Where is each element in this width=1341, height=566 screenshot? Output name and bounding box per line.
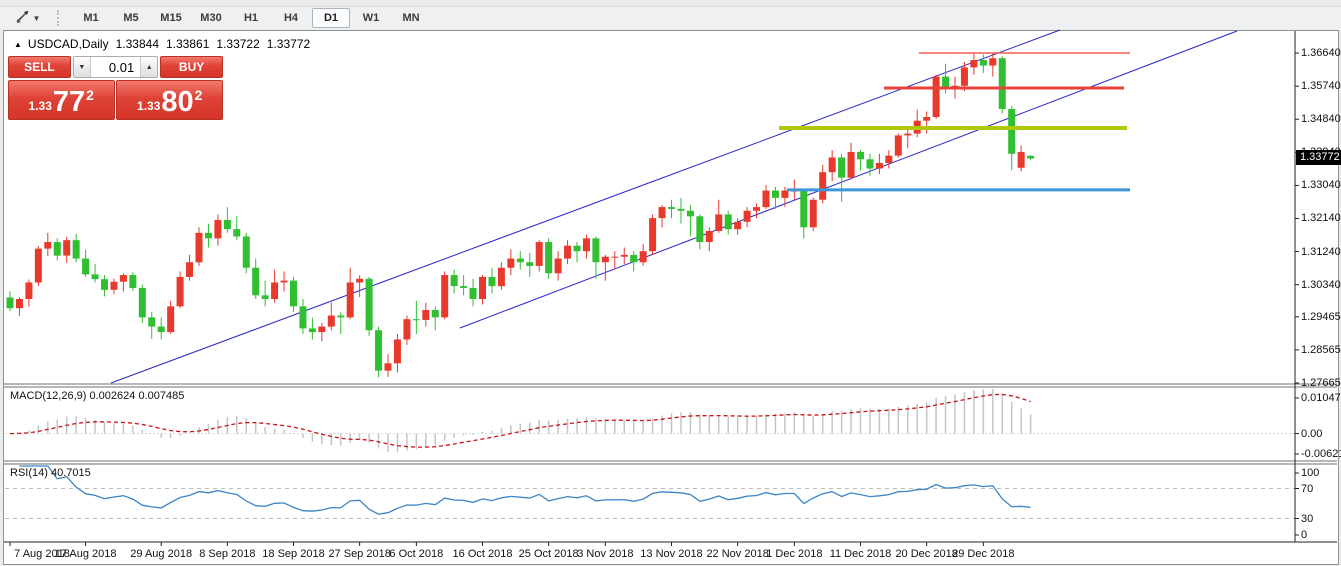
macd-axis-label: -0.006218	[1301, 448, 1341, 460]
macd-signal-value: 0.007485	[138, 390, 185, 402]
buy-button[interactable]: BUY	[160, 56, 223, 78]
macd-main-value: 0.002624	[89, 390, 136, 402]
rsi-indicator-label: RSI(14) 40.7015	[10, 467, 91, 479]
ohlc-close: 1.33772	[266, 37, 311, 51]
rsi-axis-label: 70	[1301, 482, 1314, 495]
date-axis-label: 18 Sep 2018	[262, 548, 325, 560]
date-axis-label: 20 Dec 2018	[895, 548, 958, 560]
macd-axis-label: 0.010474	[1301, 392, 1341, 404]
timeframe-button-m30[interactable]: M30	[200, 12, 222, 24]
timeframe-button-d1[interactable]: D1	[312, 8, 350, 28]
price-axis-label: 1.29465	[1301, 310, 1341, 323]
date-axis-label: 29 Aug 2018	[130, 548, 193, 560]
chart-tools-button[interactable]: ▼	[10, 7, 46, 29]
ohlc-high: 1.33861	[166, 37, 210, 51]
date-axis-label: 22 Nov 2018	[706, 548, 769, 560]
price-axis-label: 1.35740	[1301, 80, 1341, 93]
timeframe-button-m1[interactable]: M1	[83, 12, 99, 24]
top-toolbar-edge	[0, 0, 1341, 7]
date-axis-label: 13 Nov 2018	[640, 548, 703, 560]
price-axis-label: 1.34840	[1301, 113, 1341, 126]
date-axis-label: 16 Oct 2018	[452, 548, 513, 560]
sell-price-sup: 2	[86, 87, 94, 103]
symbol-period: USDCAD,Daily	[27, 37, 109, 51]
timeframe-button-w1[interactable]: W1	[362, 12, 380, 24]
volume-increase-button[interactable]: ▲	[140, 57, 158, 77]
macd-axis-label: 0.00	[1301, 427, 1323, 440]
date-axis-label: 8 Sep 2018	[199, 548, 256, 560]
chevron-down-icon: ▼	[32, 13, 41, 23]
price-axis-label: 1.33040	[1301, 179, 1341, 192]
price-axis-label: 1.31240	[1301, 245, 1341, 258]
current-price-tag: 1.33772	[1296, 150, 1341, 166]
price-axis-label: 1.28565	[1301, 343, 1341, 356]
sell-button[interactable]: SELL	[8, 56, 71, 78]
timeframe-button-mn[interactable]: MN	[402, 12, 420, 24]
timeframe-button-m5[interactable]: M5	[123, 12, 139, 24]
volume-decrease-button[interactable]: ▼	[73, 57, 91, 77]
buy-price-prefix: 1.33	[137, 99, 161, 113]
timeframe-button-h4[interactable]: H4	[283, 12, 299, 24]
rsi-axis-label: 30	[1301, 512, 1314, 525]
volume-stepper: ▼ 0.01 ▲	[72, 56, 159, 78]
timeframes-toolbar: ▼ M1 M5 M15 M30 H1 H4 D1 W1 MN	[0, 7, 1341, 29]
date-axis-label: 7 Aug 2018	[14, 548, 70, 560]
rsi-value: 40.7015	[50, 467, 91, 479]
date-axis-label: 17 Aug 2018	[54, 548, 117, 560]
date-axis-label: 29 Dec 2018	[952, 548, 1015, 560]
ohlc-low: 1.33722	[216, 37, 260, 51]
buy-price-sup: 2	[194, 87, 203, 103]
window-collapse-icon: ▲	[14, 40, 22, 49]
timeframe-button-h1[interactable]: H1	[243, 12, 259, 24]
toolbar-drag-handle[interactable]	[57, 10, 63, 26]
rsi-axis-label: 0	[1301, 529, 1308, 541]
price-axis-label: 1.32140	[1301, 212, 1341, 225]
date-axis-label: 11 Dec 2018	[829, 548, 892, 560]
date-axis-label: 27 Sep 2018	[328, 548, 391, 560]
ohlc-open: 1.33844	[115, 37, 159, 51]
rsi-axis-label: 100	[1301, 467, 1320, 479]
sell-price-big: 77	[52, 86, 86, 118]
chart-tools-icon	[16, 10, 29, 26]
price-axis-label: 1.30340	[1301, 278, 1341, 291]
macd-indicator-label: MACD(12,26,9) 0.002624 0.007485	[10, 390, 185, 402]
date-axis-label: 25 Oct 2018	[518, 548, 579, 560]
sell-price-button[interactable]: 1.33 77 2	[8, 80, 115, 120]
timeframe-button-m15[interactable]: M15	[160, 12, 182, 24]
date-axis-label: 6 Oct 2018	[389, 548, 444, 560]
chart-title: ▲ USDCAD,Daily 1.33844 1.33861 1.33722 1.3377…	[14, 37, 310, 51]
price-axis-label: 1.36640	[1301, 47, 1341, 60]
price-axis-label: 1.27665	[1301, 377, 1341, 389]
one-click-trading-panel: SELL ▼ 0.01 ▲ BUY 1.33 77 2 1.33 80 2	[8, 56, 223, 122]
buy-price-big: 80	[161, 86, 194, 118]
date-axis-label: 1 Dec 2018	[766, 548, 823, 560]
timeframe-buttons: M1 M5 M15 M30 H1 H4 D1 W1 MN	[71, 8, 431, 28]
sell-price-prefix: 1.33	[28, 99, 52, 113]
volume-input[interactable]: 0.01	[108, 59, 135, 75]
date-axis-label: 3 Nov 2018	[577, 548, 634, 560]
buy-price-button[interactable]: 1.33 80 2	[116, 80, 223, 120]
